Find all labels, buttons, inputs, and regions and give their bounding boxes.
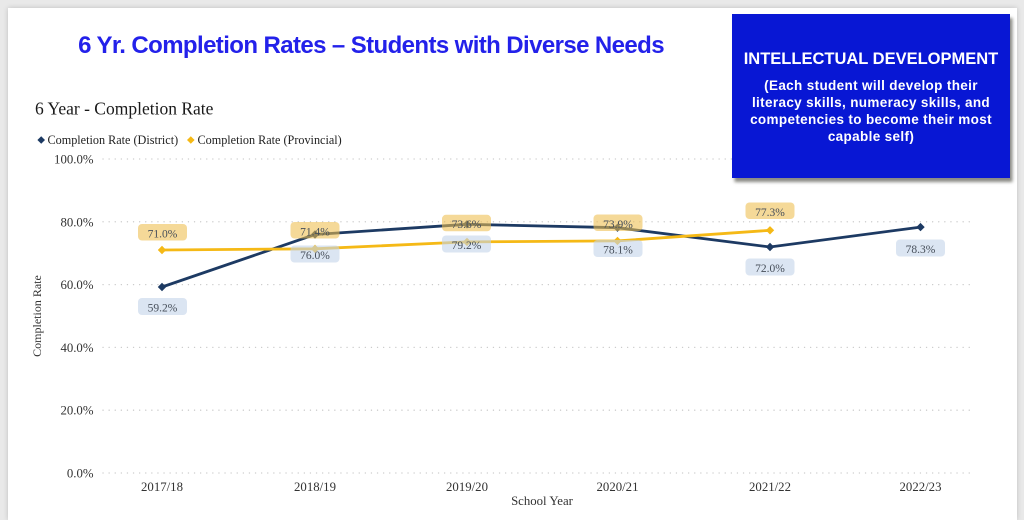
svg-text:59.2%: 59.2%: [148, 302, 178, 314]
svg-text:2019/20: 2019/20: [446, 480, 488, 494]
svg-text:40.0%: 40.0%: [60, 341, 93, 355]
svg-text:2020/21: 2020/21: [597, 480, 639, 494]
svg-text:2021/22: 2021/22: [749, 480, 791, 494]
svg-text:60.0%: 60.0%: [60, 278, 93, 292]
svg-text:20.0%: 20.0%: [60, 404, 93, 418]
svg-text:Completion Rate (Provincial): Completion Rate (Provincial): [198, 133, 342, 147]
svg-text:2017/18: 2017/18: [141, 480, 183, 494]
svg-text:Completion Rate (District): Completion Rate (District): [48, 133, 179, 147]
svg-text:6 Year - Completion Rate: 6 Year - Completion Rate: [35, 99, 214, 119]
svg-text:2018/19: 2018/19: [294, 480, 336, 494]
svg-text:71.0%: 71.0%: [148, 228, 178, 240]
svg-text:79.2%: 79.2%: [452, 240, 482, 252]
svg-text:72.0%: 72.0%: [755, 263, 785, 275]
svg-text:0.0%: 0.0%: [67, 467, 94, 481]
svg-text:Completion Rate: Completion Rate: [30, 275, 44, 357]
svg-text:77.3%: 77.3%: [755, 207, 785, 219]
svg-text:73.9%: 73.9%: [603, 219, 633, 231]
svg-text:78.3%: 78.3%: [906, 244, 936, 256]
svg-text:2022/23: 2022/23: [900, 480, 942, 494]
svg-text:73.6%: 73.6%: [452, 219, 482, 231]
svg-text:80.0%: 80.0%: [60, 215, 93, 229]
svg-text:76.0%: 76.0%: [300, 250, 330, 262]
svg-text:School Year: School Year: [511, 494, 574, 508]
svg-text:78.1%: 78.1%: [603, 244, 633, 256]
svg-text:100.0%: 100.0%: [54, 153, 94, 167]
svg-text:71.4%: 71.4%: [300, 227, 330, 239]
